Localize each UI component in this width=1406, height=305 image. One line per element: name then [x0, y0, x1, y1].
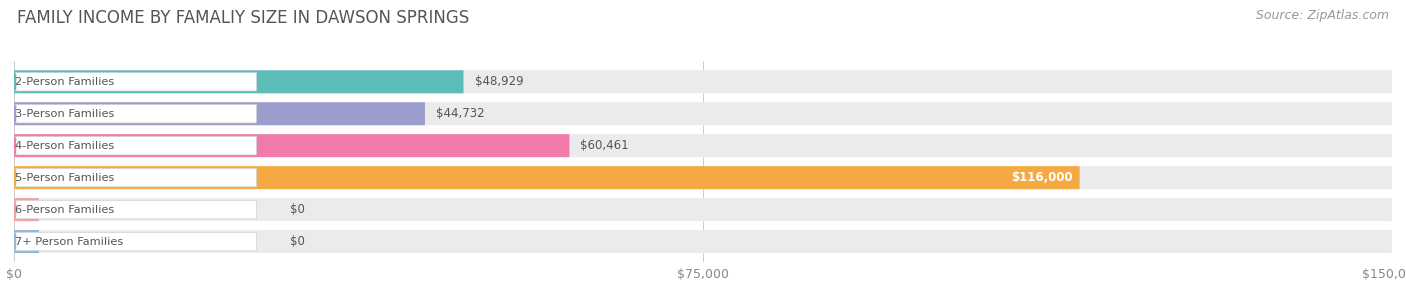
FancyBboxPatch shape — [14, 230, 1392, 253]
FancyBboxPatch shape — [15, 200, 256, 219]
FancyBboxPatch shape — [15, 232, 256, 251]
Text: 6-Person Families: 6-Person Families — [15, 205, 115, 215]
FancyBboxPatch shape — [14, 134, 1392, 157]
Text: 3-Person Families: 3-Person Families — [15, 109, 115, 119]
Text: 5-Person Families: 5-Person Families — [15, 173, 115, 183]
Text: $0: $0 — [290, 203, 305, 216]
FancyBboxPatch shape — [14, 102, 1392, 125]
Text: $44,732: $44,732 — [436, 107, 485, 120]
Text: $60,461: $60,461 — [581, 139, 628, 152]
FancyBboxPatch shape — [14, 102, 425, 125]
FancyBboxPatch shape — [14, 134, 569, 157]
FancyBboxPatch shape — [14, 230, 39, 253]
FancyBboxPatch shape — [14, 166, 1080, 189]
Text: $0: $0 — [290, 235, 305, 248]
FancyBboxPatch shape — [15, 73, 256, 91]
Text: $48,929: $48,929 — [475, 75, 523, 88]
FancyBboxPatch shape — [14, 70, 464, 93]
FancyBboxPatch shape — [14, 166, 1392, 189]
Text: $116,000: $116,000 — [1011, 171, 1073, 184]
FancyBboxPatch shape — [14, 70, 1392, 93]
FancyBboxPatch shape — [15, 105, 256, 123]
FancyBboxPatch shape — [15, 136, 256, 155]
Text: Source: ZipAtlas.com: Source: ZipAtlas.com — [1256, 9, 1389, 22]
FancyBboxPatch shape — [15, 168, 256, 187]
Text: 2-Person Families: 2-Person Families — [15, 77, 115, 87]
Text: 7+ Person Families: 7+ Person Families — [15, 237, 124, 246]
FancyBboxPatch shape — [14, 198, 39, 221]
Text: FAMILY INCOME BY FAMALIY SIZE IN DAWSON SPRINGS: FAMILY INCOME BY FAMALIY SIZE IN DAWSON … — [17, 9, 470, 27]
Text: 4-Person Families: 4-Person Families — [15, 141, 115, 151]
FancyBboxPatch shape — [14, 198, 1392, 221]
